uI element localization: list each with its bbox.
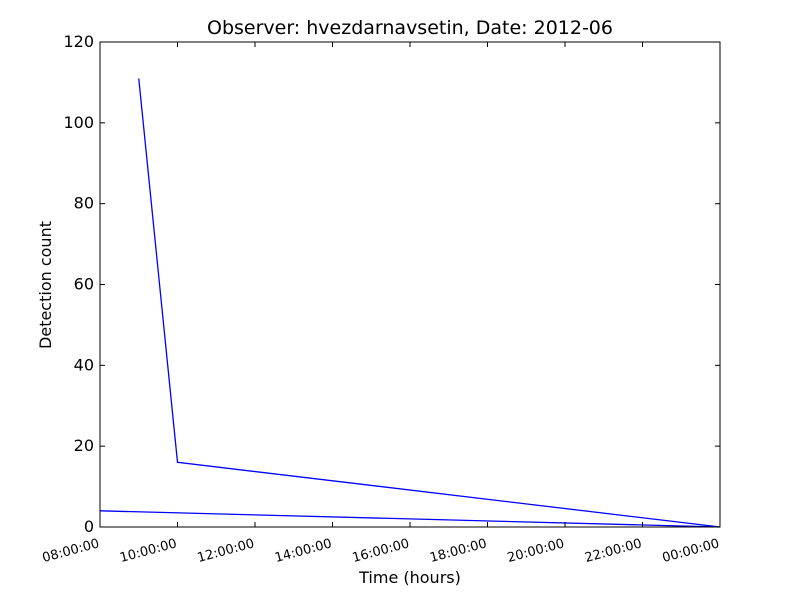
plot-area	[100, 42, 720, 527]
x-tick-label: 14:00:00	[273, 536, 333, 566]
x-tick-label: 12:00:00	[196, 536, 256, 566]
y-tick-label: 0	[84, 517, 94, 536]
chart-title: Observer: hvezdarnavsetin, Date: 2012-06	[207, 17, 613, 39]
y-axis-ticks: 0 20 40 60 80 100 120	[63, 32, 720, 536]
y-tick-label: 80	[74, 194, 94, 213]
x-tick-label: 22:00:00	[583, 536, 643, 566]
y-tick-label: 20	[74, 436, 94, 455]
x-tick-label: 10:00:00	[118, 536, 178, 566]
y-tick-label: 120	[63, 32, 94, 51]
axes-frame	[100, 42, 720, 527]
y-axis-label: Detection count	[36, 221, 55, 349]
x-tick-label: 16:00:00	[351, 536, 411, 566]
y-tick-label: 40	[74, 355, 94, 374]
x-tick-label: 18:00:00	[428, 536, 488, 566]
x-tick-label: 20:00:00	[506, 536, 566, 566]
series-line-0	[100, 78, 720, 527]
x-tick-label: 08:00:00	[41, 536, 101, 566]
y-tick-label: 60	[74, 275, 94, 294]
x-axis-label: Time (hours)	[358, 568, 461, 587]
y-tick-label: 100	[63, 113, 94, 132]
x-tick-label: 00:00:00	[661, 536, 721, 566]
